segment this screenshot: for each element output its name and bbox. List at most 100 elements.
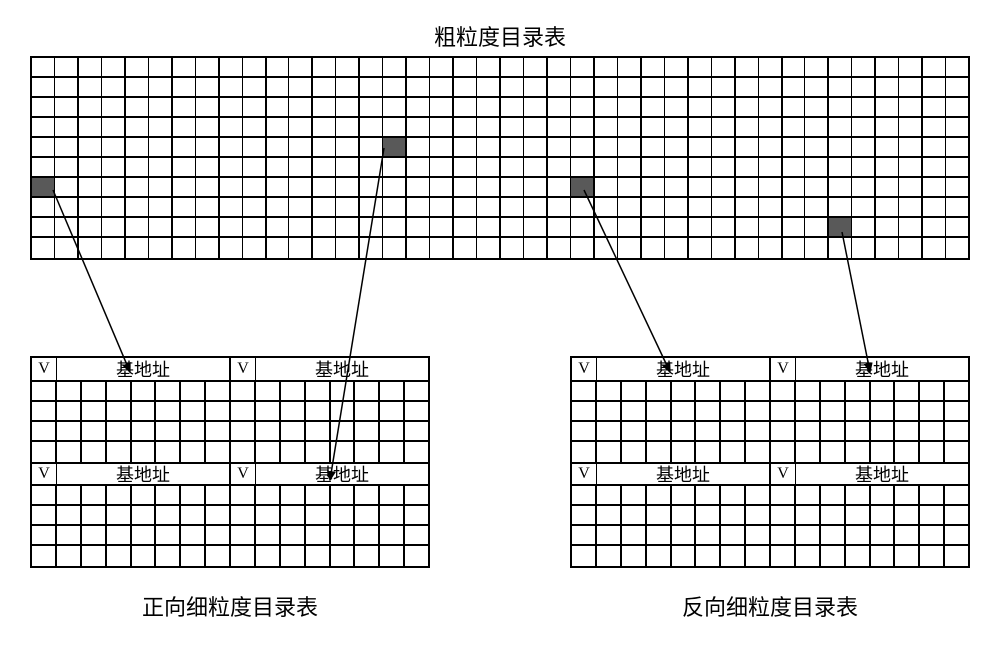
coarse-cell-group xyxy=(407,158,454,176)
coarse-subcell xyxy=(477,78,499,96)
coarse-subcell xyxy=(360,138,383,156)
coarse-subcell xyxy=(126,218,149,236)
fine-row xyxy=(572,382,968,402)
coarse-subcell xyxy=(876,198,899,216)
coarse-subcell xyxy=(220,158,243,176)
coarse-subcell xyxy=(313,218,336,236)
fine-cell xyxy=(572,526,597,544)
fine-cell xyxy=(82,546,107,566)
coarse-subcell xyxy=(383,138,405,156)
coarse-subcell xyxy=(126,118,149,136)
coarse-subcell xyxy=(102,58,124,76)
coarse-cell-group xyxy=(360,158,407,176)
fine-cell xyxy=(231,506,256,524)
coarse-subcell xyxy=(32,118,55,136)
coarse-subcell xyxy=(899,198,921,216)
coarse-subcell xyxy=(642,238,665,258)
coarse-cell-group xyxy=(407,78,454,96)
coarse-cell-group xyxy=(220,178,267,196)
fine-cell xyxy=(721,422,746,440)
coarse-subcell xyxy=(805,158,827,176)
coarse-subcell xyxy=(32,78,55,96)
fine-header-addr: 基地址 xyxy=(57,464,231,484)
coarse-subcell xyxy=(220,78,243,96)
fine-cell xyxy=(405,422,428,440)
coarse-subcell xyxy=(852,78,874,96)
coarse-subcell xyxy=(642,178,665,196)
fine-cell xyxy=(380,526,405,544)
fine-cell xyxy=(796,402,821,420)
coarse-subcell xyxy=(665,238,687,258)
fine-cell xyxy=(132,486,157,504)
coarse-cell-group xyxy=(595,98,642,116)
coarse-subcell xyxy=(477,118,499,136)
fine-cell xyxy=(821,402,846,420)
coarse-subcell xyxy=(313,138,336,156)
coarse-cell-group xyxy=(267,98,314,116)
fine-cell xyxy=(696,526,721,544)
fine-cell xyxy=(32,442,57,462)
coarse-subcell xyxy=(360,58,383,76)
coarse-subcell xyxy=(571,178,593,196)
coarse-subcell xyxy=(783,178,806,196)
coarse-subcell xyxy=(477,138,499,156)
coarse-subcell xyxy=(501,238,524,258)
coarse-subcell xyxy=(430,238,452,258)
fine-cell xyxy=(331,526,356,544)
coarse-subcell xyxy=(595,178,618,196)
fine-header-addr: 基地址 xyxy=(796,358,968,380)
coarse-subcell xyxy=(430,138,452,156)
fine-cell xyxy=(796,546,821,566)
coarse-cell-group xyxy=(407,238,454,258)
coarse-subcell xyxy=(313,198,336,216)
coarse-subcell xyxy=(173,78,196,96)
coarse-cell-group xyxy=(267,118,314,136)
fine-cell xyxy=(597,506,622,524)
coarse-subcell xyxy=(571,58,593,76)
coarse-cell-group xyxy=(220,98,267,116)
coarse-subcell xyxy=(336,138,358,156)
fine-cell xyxy=(871,442,896,462)
coarse-cell-group xyxy=(783,198,830,216)
fine-table-left: V基地址V基地址V基地址V基地址 xyxy=(30,356,430,568)
coarse-subcell xyxy=(712,118,734,136)
coarse-cell-group xyxy=(595,118,642,136)
coarse-row xyxy=(32,238,968,258)
coarse-subcell xyxy=(454,198,477,216)
fine-row xyxy=(32,546,428,566)
coarse-subcell xyxy=(618,238,640,258)
coarse-subcell xyxy=(642,118,665,136)
coarse-subcell xyxy=(829,58,852,76)
coarse-subcell xyxy=(407,158,430,176)
coarse-subcell xyxy=(430,178,452,196)
fine-cell xyxy=(746,422,771,440)
coarse-subcell xyxy=(783,198,806,216)
coarse-subcell xyxy=(407,218,430,236)
coarse-subcell xyxy=(220,138,243,156)
fine-cell xyxy=(156,506,181,524)
coarse-subcell xyxy=(220,238,243,258)
coarse-cell-group xyxy=(360,238,407,258)
coarse-cell-group xyxy=(267,198,314,216)
fine-cell xyxy=(132,382,157,400)
coarse-cell-group xyxy=(736,218,783,236)
coarse-cell-group xyxy=(360,118,407,136)
fine-cell xyxy=(380,402,405,420)
coarse-subcell xyxy=(196,98,218,116)
fine-cell xyxy=(132,402,157,420)
coarse-subcell xyxy=(196,118,218,136)
coarse-subcell xyxy=(783,78,806,96)
coarse-subcell xyxy=(149,58,171,76)
coarse-subcell xyxy=(759,178,781,196)
fine-cell xyxy=(380,506,405,524)
fine-cell xyxy=(331,422,356,440)
coarse-subcell xyxy=(689,238,712,258)
fine-cell xyxy=(746,546,771,566)
coarse-subcell xyxy=(430,158,452,176)
coarse-cell-group xyxy=(454,158,501,176)
coarse-subcell xyxy=(407,238,430,258)
fine-cell xyxy=(32,506,57,524)
coarse-subcell xyxy=(876,178,899,196)
fine-cell xyxy=(796,526,821,544)
coarse-subcell xyxy=(946,58,968,76)
